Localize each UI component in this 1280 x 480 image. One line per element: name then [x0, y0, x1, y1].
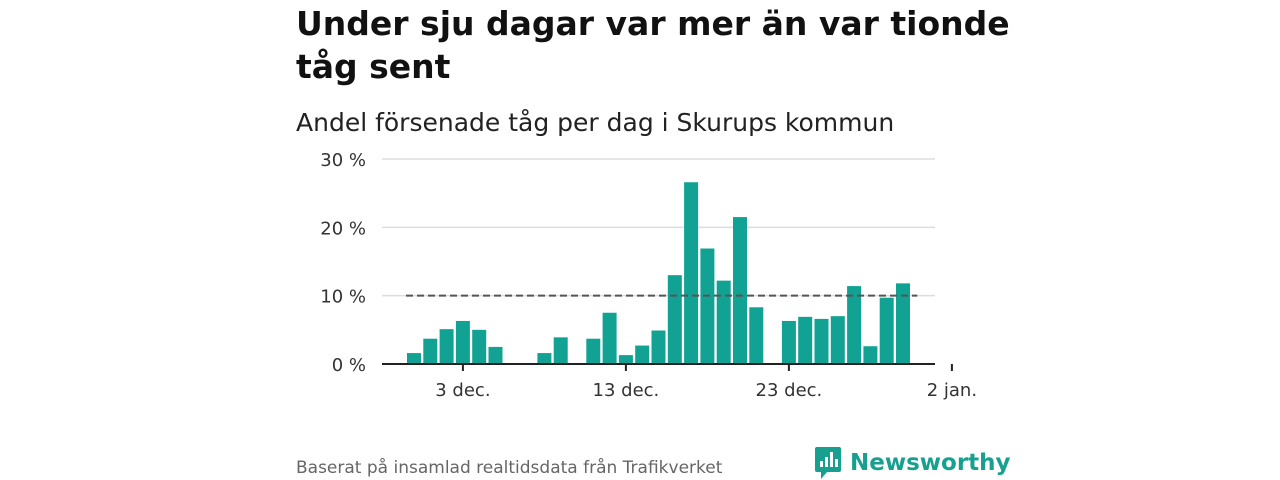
- bar-chart: 0 % 10 % 20 % 30 % 3 dec. 13 dec. 23 dec. 2 ja…: [320, 150, 977, 401]
- bar: [781, 320, 796, 364]
- bar: [488, 346, 503, 364]
- y-tick-label: 30 %: [320, 150, 366, 171]
- x-axis: 3 dec. 13 dec. 23 dec. 2 jan.: [382, 363, 977, 401]
- bar: [749, 307, 764, 364]
- bar: [439, 329, 454, 364]
- bar: [847, 286, 862, 364]
- bar: [896, 283, 910, 364]
- bar: [667, 275, 682, 364]
- y-tick-label: 0 %: [332, 355, 366, 376]
- bar: [733, 217, 747, 364]
- y-tick-label: 20 %: [320, 218, 366, 239]
- bar: [407, 353, 421, 364]
- bars: [407, 182, 910, 364]
- bar: [602, 312, 617, 364]
- bar: [716, 280, 731, 364]
- brand-logo: Newsworthy: [814, 446, 1011, 480]
- bar: [863, 346, 878, 364]
- bar: [814, 318, 829, 364]
- x-tick-label: 23 dec.: [756, 380, 823, 401]
- bar: [798, 316, 813, 364]
- bar: [700, 248, 715, 364]
- bar: [472, 329, 487, 364]
- y-tick-label: 10 %: [320, 287, 366, 308]
- bar: [537, 353, 552, 364]
- brand-name: Newsworthy: [850, 450, 1011, 476]
- source-note: Baserat på insamlad realtidsdata från Tr…: [296, 458, 723, 478]
- x-tick-label: 13 dec.: [593, 380, 660, 401]
- bar: [830, 316, 845, 364]
- bar: [586, 338, 601, 364]
- bar: [455, 320, 470, 364]
- y-axis-ticks: 0 % 10 % 20 % 30 %: [320, 150, 366, 376]
- bar: [651, 330, 666, 364]
- bar: [635, 345, 650, 364]
- newsworthy-logo-icon: [815, 447, 841, 479]
- x-tick-label: 2 jan.: [927, 380, 977, 401]
- x-tick-label: 3 dec.: [435, 380, 490, 401]
- chart-title: Under sju dagar var mer än var tionde tå…: [296, 4, 1010, 86]
- bar: [423, 338, 438, 364]
- chart-subtitle: Andel försenade tåg per dag i Skurups ko…: [296, 108, 895, 137]
- bar: [684, 182, 699, 364]
- bar: [879, 297, 894, 364]
- grid-lines: [382, 158, 935, 297]
- bar: [618, 355, 633, 364]
- bar: [553, 337, 568, 364]
